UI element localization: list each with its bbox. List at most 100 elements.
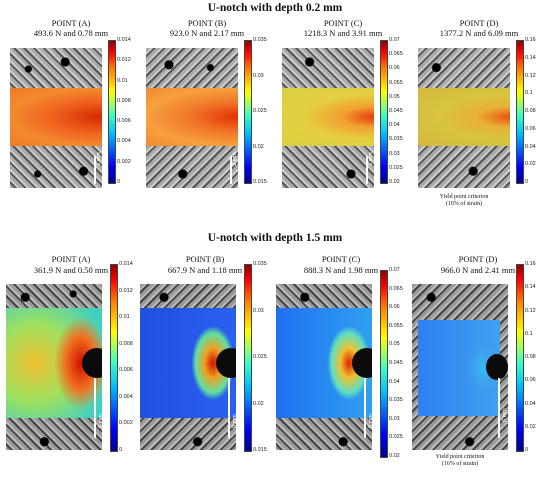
colorbar-tick-label: 0.035 (253, 37, 267, 43)
colorbar-tick-label: 0.03 (253, 72, 264, 79)
colorbar (380, 270, 388, 458)
colorbar-tick-label: 0.02 (389, 453, 400, 459)
scale-label: 6 mm (368, 414, 374, 428)
colorbar-tick-label: 0.04 (525, 143, 536, 150)
colorbar-tick-label: 0.07 (389, 37, 400, 43)
dic-image (146, 48, 238, 188)
load-label: 1377.2 N and 6.09 mm (439, 28, 519, 38)
colorbar-tick-label: 0.03 (389, 150, 400, 157)
colorbar-tick-label: 0.1 (525, 90, 533, 97)
point-label: POINT (A) (51, 18, 91, 28)
colorbar-tick-label: 0.14 (525, 54, 536, 61)
colorbar-tick-label: 0.014 (119, 261, 133, 267)
colorbar-tick-label: 0.14 (525, 284, 536, 291)
colorbar-tick-label: 0.035 (389, 397, 403, 404)
colorbar-tick-label: 0.006 (117, 118, 131, 125)
colorbar-tick-label: 0.035 (389, 136, 403, 143)
colorbar-tick-label: 0.002 (119, 420, 133, 427)
colorbar-tick-label: 0.025 (253, 108, 267, 114)
scale-label: 6 mm (502, 408, 508, 422)
dic-image (276, 284, 372, 450)
colorbar-tick-label: 0.004 (119, 393, 133, 400)
panel-1d: POINT (D) 1377.2 N and 6.09 mm Yield poi… (414, 18, 544, 218)
yield-note-line-2: (16% of strain) (441, 461, 479, 467)
colorbar-tick-label: 0.025 (253, 354, 267, 360)
row-2-title: U-notch with depth 1.5 mm (207, 232, 343, 244)
panel-1c: POINT (C) 1218.3 N and 3.91 mm 2 mm 0.07… (278, 18, 408, 188)
colorbar-tick-label: 0.008 (117, 97, 131, 104)
colorbar-tick-label: 0.16 (525, 37, 536, 43)
colorbar-tick-label: 0.015 (253, 179, 267, 185)
dic-image (10, 48, 102, 188)
point-label: POINT (C) (321, 254, 361, 264)
point-label: POINT (B) (187, 18, 227, 28)
colorbar-tick-label: 0.045 (389, 108, 403, 114)
colorbar-tick-label: 0.02 (253, 400, 264, 407)
load-label: 361.9 N and 0.50 mm (33, 265, 109, 275)
colorbar-tick-label: 0.01 (117, 77, 128, 84)
colorbar-tick-label: 0.06 (389, 65, 400, 72)
colorbar-tick-label: 0.02 (253, 143, 264, 150)
colorbar-tick-label: 0.012 (117, 57, 131, 64)
point-label: POINT (D) (458, 254, 498, 264)
colorbar-tick-label: 0 (117, 179, 121, 185)
dic-image (418, 48, 510, 188)
colorbar-tick-label: 0.012 (119, 287, 133, 294)
colorbar-tick-label: 0.006 (119, 367, 133, 374)
colorbar-tick-label: 0.02 (525, 161, 536, 168)
dic-image (282, 48, 374, 188)
colorbar-tick-label: 0.025 (389, 164, 403, 171)
colorbar-tick-label: 0.05 (389, 93, 400, 100)
colorbar-tick-label: 0.025 (389, 434, 403, 441)
colorbar-tick-label: 0.014 (117, 37, 131, 43)
panel-2b: POINT (B) 667.9 N and 1.18 mm 6 mm 0.035… (138, 254, 272, 454)
colorbar-tick-label: 0 (525, 447, 529, 453)
point-label: POINT (A) (51, 254, 91, 264)
panel-1a: POINT (A) 493.6 N and 0.78 mm 2 mm 0.014… (6, 18, 136, 188)
colorbar-tick-label: 0.015 (253, 447, 267, 453)
load-label: 966.0 N and 2.41 mm (440, 265, 516, 275)
point-label: POINT (D) (459, 18, 499, 28)
panel-2c: POINT (C) 888.3 N and 1.98 mm 6 mm 0.07 0… (274, 254, 408, 464)
colorbar (244, 264, 252, 452)
panel-2d: POINT (D) 966.0 N and 2.41 mm 6 mm Yield… (410, 254, 546, 474)
point-label: POINT (C) (323, 18, 363, 28)
dic-image (140, 284, 236, 450)
panel-1b: POINT (B) 923.0 N and 2.17 mm 2 mm 0.035… (142, 18, 272, 188)
yield-note-line-1: Yield point criterion (439, 194, 489, 200)
colorbar-tick-label: 0.065 (389, 51, 403, 58)
colorbar-tick-label: 0.02 (389, 179, 400, 185)
colorbar (516, 264, 524, 452)
colorbar-tick-label: 0.05 (389, 341, 400, 348)
colorbar-tick-label: 0.01 (119, 314, 130, 321)
colorbar-tick-label: 0.008 (119, 340, 133, 347)
colorbar-tick-label: 0.07 (389, 267, 400, 273)
colorbar-tick-label: 0.04 (525, 400, 536, 407)
colorbar-tick-label: 0.002 (117, 158, 131, 165)
load-label: 888.3 N and 1.98 mm (303, 265, 379, 275)
scale-label: 2 mm (96, 152, 102, 166)
colorbar-tick-label: 0.055 (389, 79, 403, 86)
colorbar-tick-label: 0.055 (389, 322, 403, 329)
load-label: 667.9 N and 1.18 mm (167, 265, 243, 275)
load-label: 1218.3 N and 3.91 mm (303, 28, 383, 38)
scale-label: 2 mm (368, 152, 374, 166)
load-label: 493.6 N and 0.78 mm (33, 28, 109, 38)
colorbar-tick-label: 0.12 (525, 72, 536, 79)
colorbar (380, 40, 388, 184)
colorbar-tick-label: 0.08 (525, 108, 536, 114)
colorbar-tick-label: 0.04 (389, 378, 400, 385)
colorbar-tick-label: 0.06 (525, 377, 536, 384)
dic-image (6, 284, 102, 450)
load-label: 923.0 N and 2.17 mm (169, 28, 245, 38)
point-label: POINT (B) (185, 254, 225, 264)
colorbar-tick-label: 0.004 (117, 138, 131, 145)
colorbar-tick-label: 0.1 (525, 330, 533, 337)
yield-note-line-1: Yield point criterion (435, 454, 485, 460)
scale-label: 2 mm (232, 152, 238, 166)
colorbar (110, 264, 118, 452)
colorbar-tick-label: 0.06 (389, 304, 400, 311)
colorbar-tick-label: 0.06 (525, 125, 536, 132)
colorbar-tick-label: 0.03 (389, 415, 400, 422)
colorbar (108, 40, 116, 184)
